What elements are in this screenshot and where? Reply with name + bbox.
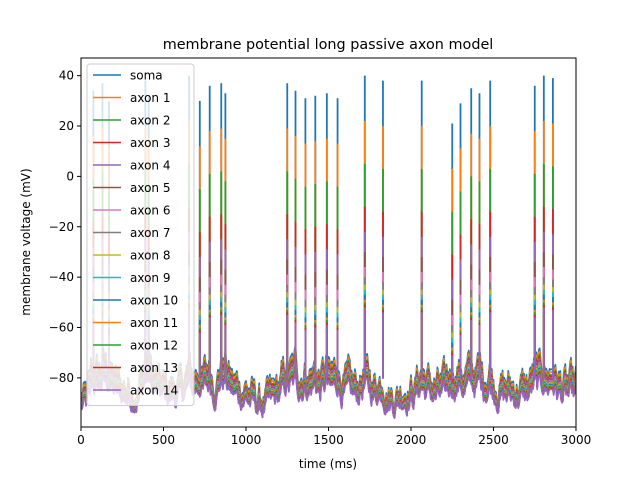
y-tick-label: −20 — [49, 220, 74, 234]
y-tick-label: −80 — [49, 371, 74, 385]
y-tick-label: −40 — [49, 270, 74, 284]
legend-label: axon 10 — [130, 294, 178, 308]
legend-label: axon 8 — [130, 249, 170, 263]
legend-label: axon 11 — [130, 316, 178, 330]
x-tick-label: 3000 — [561, 433, 592, 447]
legend-label: axon 6 — [130, 204, 170, 218]
x-tick-label: 2500 — [478, 433, 509, 447]
legend-label: axon 14 — [130, 384, 178, 398]
legend-frame — [86, 63, 195, 406]
legend-label: axon 4 — [130, 159, 170, 173]
legend-label: axon 1 — [130, 91, 170, 105]
legend-label: axon 5 — [130, 181, 170, 195]
chart-title: membrane potential long passive axon mod… — [163, 37, 494, 53]
legend: soma axon 1 axon 2 axon 3 axon 4 axon 5 axon 6… — [86, 63, 195, 406]
x-tick-label: 2000 — [396, 433, 427, 447]
legend-label: axon 7 — [130, 226, 170, 240]
y-axis: −80 −60 −40 −20 0 20 40 — [49, 69, 81, 385]
x-axis: 0 500 1000 1500 2000 2500 3000 — [77, 427, 591, 447]
y-axis-label: membrane voltage (mV) — [19, 168, 33, 315]
y-tick-label: −60 — [49, 321, 74, 335]
y-tick-label: 20 — [59, 119, 74, 133]
y-tick-label: 40 — [59, 69, 74, 83]
x-tick-label: 0 — [77, 433, 85, 447]
x-tick-label: 1500 — [313, 433, 344, 447]
x-tick-label: 500 — [152, 433, 175, 447]
legend-label: soma — [130, 69, 163, 83]
legend-label: axon 9 — [130, 271, 170, 285]
x-axis-label: time (ms) — [299, 457, 357, 471]
y-tick-label: 0 — [66, 169, 74, 183]
x-tick-label: 1000 — [231, 433, 262, 447]
legend-label: axon 3 — [130, 136, 170, 150]
legend-label: axon 13 — [130, 361, 178, 375]
legend-label: axon 2 — [130, 114, 170, 128]
legend-label: axon 12 — [130, 339, 178, 353]
